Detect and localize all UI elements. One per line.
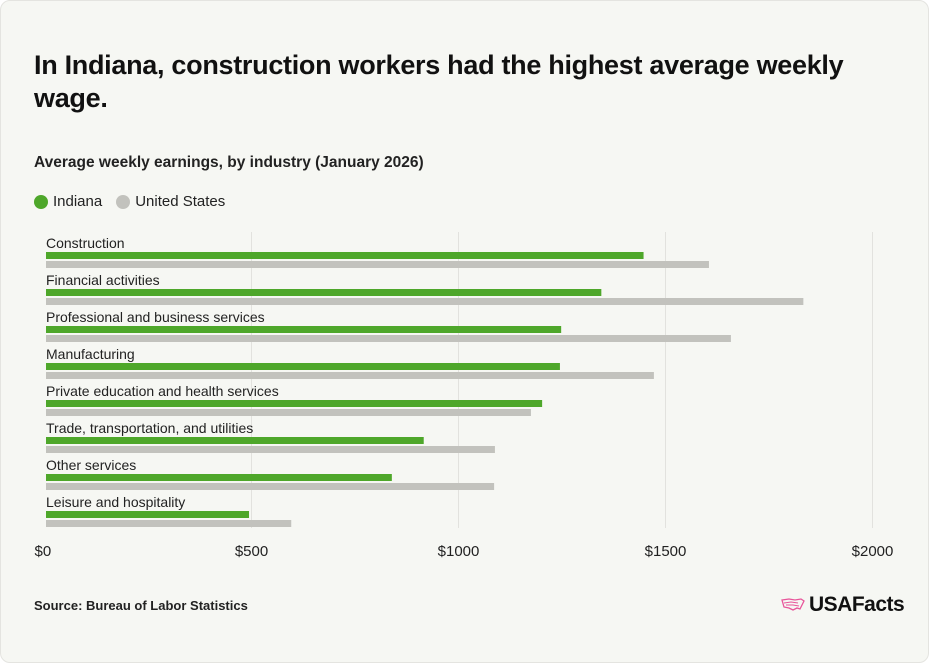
bar-indiana: [46, 474, 392, 481]
bar-indiana: [46, 252, 644, 259]
bar-united-states: [46, 520, 292, 527]
x-tick-label: $500: [235, 543, 268, 560]
x-tick-label: $2000: [852, 543, 894, 560]
bar-indiana: [46, 326, 562, 333]
bar-indiana: [46, 363, 560, 370]
bar-united-states: [46, 409, 531, 416]
us-map-icon: [781, 598, 805, 611]
bar-indiana: [46, 437, 424, 444]
x-tick-label: $1500: [645, 543, 687, 560]
usafacts-logo: USAFacts: [781, 593, 905, 617]
source-note: Source: Bureau of Labor Statistics: [34, 598, 248, 613]
legend: Indiana United States: [34, 193, 239, 210]
bar-united-states: [46, 483, 495, 490]
bar-united-states: [46, 446, 495, 453]
legend-swatch-indiana: [34, 194, 48, 209]
bar-united-states: [46, 335, 731, 342]
category-label: Financial activities: [46, 272, 160, 288]
category-label: Private education and health services: [46, 383, 279, 399]
chart-headline: In Indiana, construction workers had the…: [34, 50, 844, 113]
category-label: Leisure and hospitality: [46, 494, 185, 510]
bar-united-states: [46, 298, 804, 305]
category-label: Manufacturing: [46, 346, 135, 362]
bar-indiana: [46, 400, 543, 407]
logo-text: USAFacts: [809, 593, 905, 616]
bar-united-states: [46, 261, 709, 268]
category-label: Construction: [46, 235, 125, 251]
bar-indiana: [46, 289, 602, 296]
x-tick-label: $0: [35, 543, 52, 560]
category-label: Other services: [46, 457, 136, 473]
legend-item-united-states: United States: [116, 193, 225, 210]
bar-indiana: [46, 511, 250, 518]
legend-item-indiana: Indiana: [34, 193, 102, 210]
legend-label: United States: [135, 193, 226, 210]
bar-chart: $0 $500 $1000 $1500 $2000 Construction Financi…: [35, 232, 894, 560]
category-label: Trade, transportation, and utilities: [46, 420, 253, 436]
chart-title: Average weekly earnings, by industry (Ja…: [34, 154, 424, 171]
x-tick-label: $1000: [438, 543, 480, 560]
bar-united-states: [46, 372, 654, 379]
legend-swatch-united-states: [116, 194, 131, 209]
legend-label: Indiana: [53, 193, 103, 210]
category-label: Professional and business services: [46, 309, 265, 325]
